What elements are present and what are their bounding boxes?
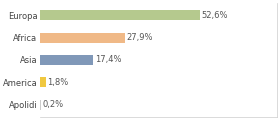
Bar	[40, 55, 93, 65]
Bar	[40, 33, 125, 43]
Text: 17,4%: 17,4%	[95, 55, 121, 64]
Text: 27,9%: 27,9%	[127, 33, 153, 42]
Text: 0,2%: 0,2%	[43, 100, 64, 109]
Bar	[40, 77, 46, 87]
Text: 1,8%: 1,8%	[47, 78, 69, 87]
Text: 52,6%: 52,6%	[202, 11, 228, 20]
Bar	[40, 10, 200, 20]
Bar	[40, 100, 41, 110]
